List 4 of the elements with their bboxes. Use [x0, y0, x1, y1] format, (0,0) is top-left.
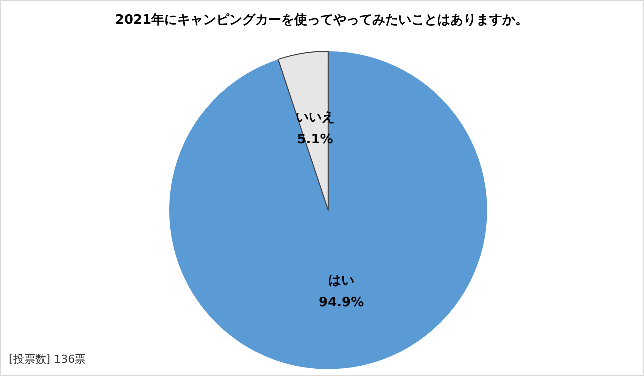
text: [投票数] 136票: [9, 353, 86, 366]
slice-label: はい: [328, 273, 355, 288]
chart-title: 2021年にキャンピングカーを使ってやってみたいことはありますか。: [115, 13, 529, 28]
data-label: 94.9%: [319, 295, 364, 310]
